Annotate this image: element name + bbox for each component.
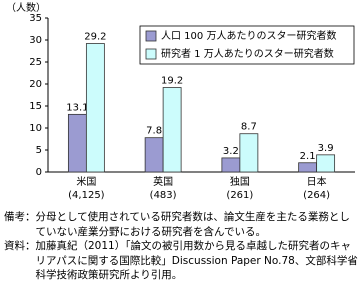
legend-box (139, 25, 355, 65)
x-tick-note: (264) (303, 190, 330, 201)
x-tick-label: 英国 (153, 175, 173, 188)
x-tick-label: 日本 (307, 175, 327, 188)
bar (221, 157, 241, 173)
note-text: 分母として使用されている研究者数は、論文生産を主たる業務としていない産業分野にお… (35, 211, 350, 238)
legend-label: 人口 100 万人あたりのスター研究者数 (161, 29, 336, 42)
note: 資料： 加藤真紀（2011）「論文の被引用数から見る卓越した研究者のキャリアパスに… (4, 239, 360, 283)
bar (144, 137, 164, 173)
note-text: 加藤真紀（2011）「論文の被引用数から見る卓越した研究者のキャリアパスに関する… (35, 240, 358, 281)
y-tick-label: 10 (29, 123, 42, 134)
note-label: 資料： (4, 240, 36, 252)
value-label: 29.2 (84, 32, 106, 43)
value-label: 3.9 (318, 143, 334, 154)
y-tick-label: 5 (36, 145, 42, 156)
y-tick-label: 20 (29, 79, 42, 90)
y-tick-label: 30 (29, 35, 42, 46)
y-axis-label: （人数） (6, 1, 46, 14)
bar (67, 113, 87, 173)
value-label: 8.7 (241, 122, 257, 133)
value-label: 13.1 (66, 102, 88, 113)
bar (162, 87, 182, 173)
value-label: 19.2 (161, 76, 183, 87)
x-tick-note: (483) (150, 190, 177, 201)
x-tick-note: (261) (226, 190, 253, 201)
y-tick-label: 15 (29, 101, 42, 112)
bar (239, 133, 259, 173)
legend-label: 研究者 1 万人あたりのスター研究者数 (161, 47, 334, 60)
bar (316, 154, 336, 173)
bar (298, 162, 318, 173)
value-label: 7.8 (146, 126, 162, 137)
legend-swatch (145, 48, 157, 60)
note-label: 備考： (4, 211, 36, 223)
y-tick-label: 0 (36, 167, 42, 178)
note: 備考： 分母として使用されている研究者数は、論文生産を主たる業務としていない産業分… (4, 210, 360, 239)
value-label: 3.2 (223, 146, 239, 157)
x-tick-label: 独国 (230, 175, 250, 188)
legend-swatch (145, 30, 157, 42)
x-tick-note: (4,125) (68, 190, 105, 201)
x-tick-label: 米国 (76, 175, 96, 188)
chart: （人数） 0 5 10 15 20 25 30 35 米国 (4,125) 13.1 29.2 英国 (4… (6, 1, 355, 201)
bar (85, 43, 105, 173)
y-tick-label: 25 (29, 57, 42, 68)
notes: 備考： 分母として使用されている研究者数は、論文生産を主たる業務としていない産業分… (4, 210, 360, 283)
value-label: 2.1 (300, 151, 316, 162)
y-tick-label: 35 (29, 13, 42, 24)
